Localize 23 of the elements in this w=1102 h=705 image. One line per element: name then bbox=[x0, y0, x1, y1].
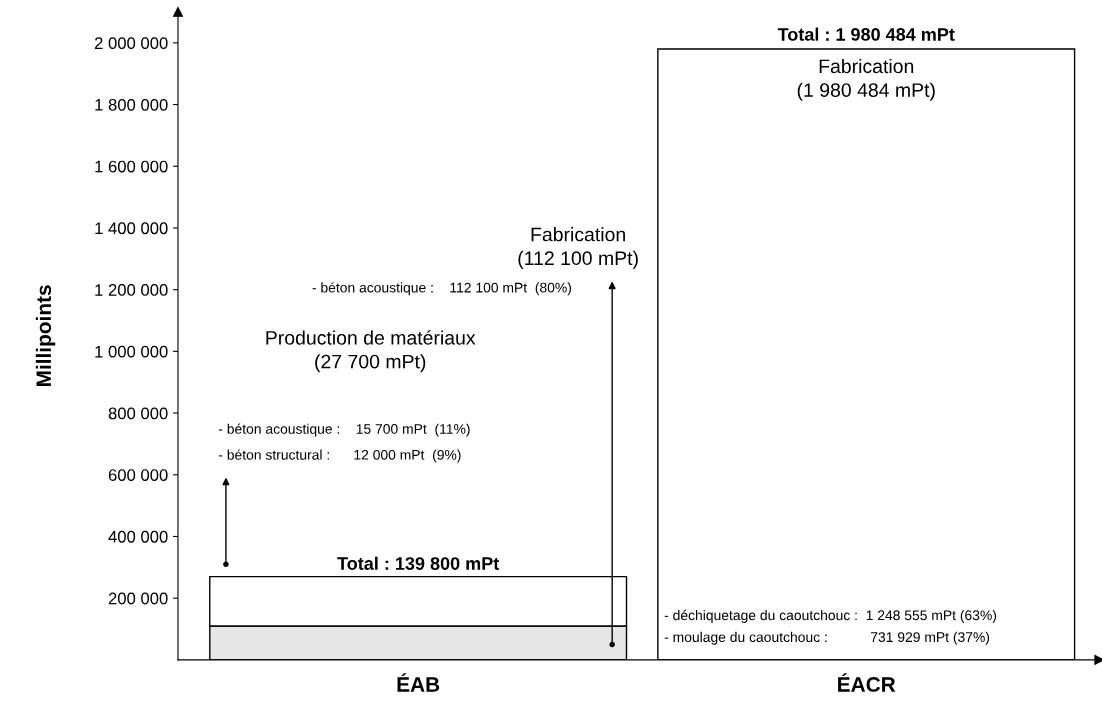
x-tick-label: ÉAB bbox=[397, 673, 440, 692]
annotation: - béton acoustique : 15 700 mPt (11%) bbox=[218, 423, 470, 437]
y-tick-label: 1 800 000 bbox=[95, 98, 168, 111]
annotation: - béton acoustique : 112 100 mPt (80%) bbox=[312, 282, 572, 296]
annotation: Total : 139 800 mPt bbox=[337, 556, 500, 570]
y-tick-label: 1 000 000 bbox=[95, 345, 168, 358]
annotation: - béton structural : 12 000 mPt (9%) bbox=[218, 449, 461, 463]
y-tick-label: 400 000 bbox=[108, 530, 168, 543]
annotation: - déchiquetage du caoutchouc : 1 248 555 mPt (63%) bbox=[664, 609, 997, 623]
y-tick-label: 800 000 bbox=[108, 407, 168, 420]
y-tick-label: 2 000 000 bbox=[94, 37, 168, 50]
annotation: Production de matériaux (27 700 mPt) bbox=[266, 330, 476, 373]
y-tick-label: 200 000 bbox=[108, 592, 168, 605]
y-tick-label: 1 400 000 bbox=[95, 222, 168, 235]
annotation: Fabrication (112 100 mPt) bbox=[518, 227, 638, 269]
y-tick-label: 1 200 000 bbox=[95, 284, 168, 296]
y-axis-title: Millipoints bbox=[35, 285, 56, 387]
annotation: - moulage du caoutchouc : 731 929 mPt (37%) bbox=[664, 631, 990, 645]
x-tick-label: ÉACR bbox=[838, 673, 896, 692]
annotation: Fabrication (1 980 484 mPt) bbox=[797, 58, 935, 101]
annotation: Total : 1 980 484 mPt bbox=[777, 27, 955, 41]
y-tick-label: 1 600 000 bbox=[95, 160, 168, 173]
y-tick-label: 600 000 bbox=[108, 469, 168, 481]
